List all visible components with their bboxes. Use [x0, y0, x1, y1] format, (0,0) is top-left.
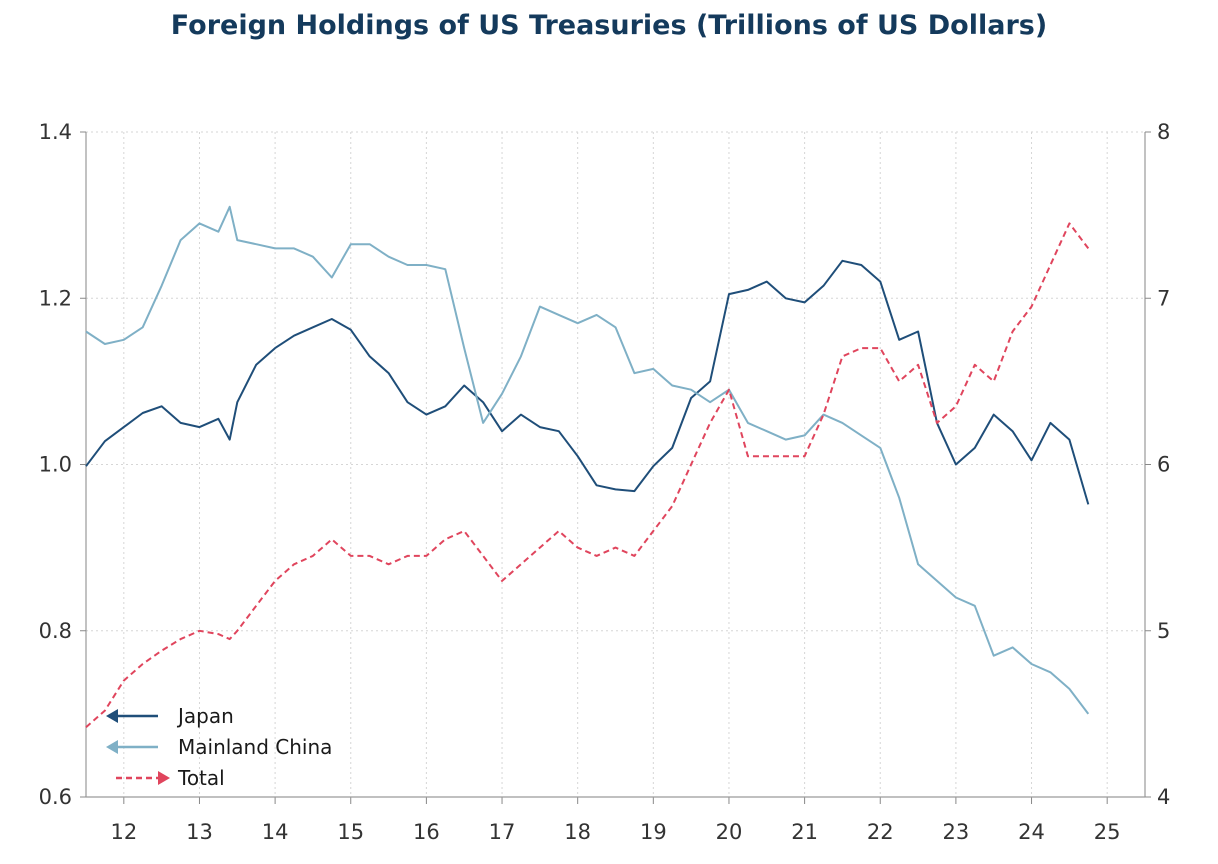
x-tick-label: 13 — [186, 820, 213, 844]
x-tick-label: 21 — [791, 820, 818, 844]
y-right-tick-label: 4 — [1157, 785, 1170, 809]
y-right-tick-label: 5 — [1157, 619, 1170, 643]
x-tick-label: 16 — [413, 820, 440, 844]
x-tick-label: 24 — [1018, 820, 1045, 844]
x-tick-label: 20 — [716, 820, 743, 844]
series-line-total — [85, 222, 1090, 728]
legend-label: Japan — [176, 704, 234, 728]
y-left-tick-label: 1.4 — [39, 120, 72, 144]
x-tick-label: 14 — [262, 820, 289, 844]
x-tick-label: 22 — [867, 820, 894, 844]
y-left-tick-label: 0.6 — [39, 785, 72, 809]
series-layer — [85, 205, 1090, 728]
y-right-tick-label: 6 — [1157, 453, 1170, 477]
y-left-tick-label: 1.2 — [39, 286, 72, 310]
axes-layer: 12 13 14 15 16 17 18 19 20 21 22 23 24 25 0.6 0.8 1.0 1.2… — [39, 120, 1171, 844]
x-tick-label: 19 — [640, 820, 667, 844]
chart-title: Foreign Holdings of US Treasuries (Trill… — [170, 10, 1048, 41]
x-tick-label: 17 — [489, 820, 516, 844]
series-line-mainland-china — [85, 205, 1090, 715]
legend-label: Total — [177, 766, 225, 790]
y-left-tick-label: 1.0 — [39, 453, 72, 477]
legend: Japan Mainland China Total — [106, 704, 332, 790]
legend-label: Mainland China — [178, 735, 332, 759]
legend-arrow-icon — [158, 771, 170, 785]
y-right-tick-label: 7 — [1157, 286, 1170, 310]
legend-arrow-icon — [106, 709, 118, 723]
y-right-tick-label: 8 — [1157, 120, 1170, 144]
y-left-tick-label: 0.8 — [39, 619, 72, 643]
x-tick-label: 25 — [1094, 820, 1121, 844]
series-line-japan — [85, 259, 1090, 505]
grid-layer — [86, 131, 1145, 797]
legend-arrow-icon — [106, 740, 118, 754]
x-tick-label: 18 — [564, 820, 591, 844]
x-tick-label: 23 — [943, 820, 970, 844]
x-tick-label: 12 — [110, 820, 137, 844]
x-tick-label: 15 — [337, 820, 364, 844]
